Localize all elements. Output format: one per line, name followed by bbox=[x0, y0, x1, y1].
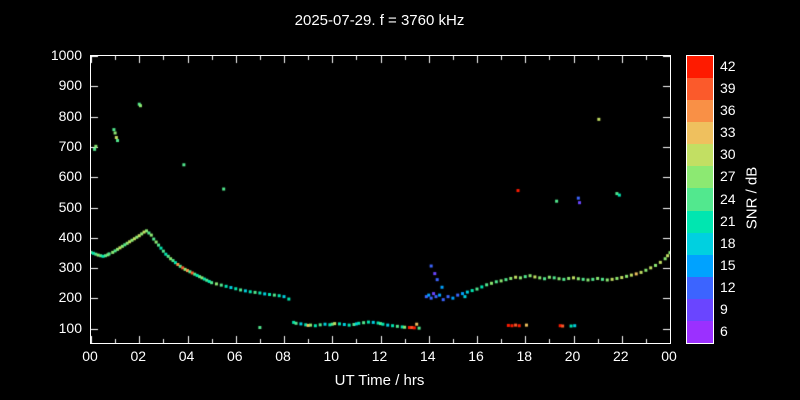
x-tick-label: 18 bbox=[516, 348, 533, 364]
y-tick-label: 1000 bbox=[50, 47, 82, 63]
colorbar-tick-label: 27 bbox=[720, 168, 736, 185]
colorbar-band bbox=[687, 78, 713, 101]
colorbar-band bbox=[687, 166, 713, 189]
x-tick-label: 02 bbox=[130, 348, 147, 364]
x-tick-label: 20 bbox=[564, 348, 581, 364]
colorbar-band bbox=[687, 320, 713, 344]
y-tick-label: 800 bbox=[58, 107, 82, 124]
y-tick-label: 400 bbox=[58, 228, 82, 245]
colorbar-tick-label: 24 bbox=[720, 190, 736, 207]
colorbar-tick-label: 21 bbox=[720, 212, 736, 229]
colorbar-band bbox=[687, 232, 713, 255]
colorbar-tick-label: 39 bbox=[720, 80, 736, 97]
y-tick-label: 600 bbox=[58, 168, 82, 185]
x-tick-label: 10 bbox=[323, 348, 340, 364]
colorbar-band bbox=[687, 210, 713, 233]
snr-colorbar bbox=[686, 55, 714, 344]
x-tick-label: 14 bbox=[419, 348, 436, 364]
colorbar-band bbox=[687, 100, 713, 123]
colorbar-tick-label: 42 bbox=[720, 58, 736, 75]
colorbar-tick-label: 9 bbox=[720, 300, 728, 317]
x-tick-label: 06 bbox=[226, 348, 243, 364]
y-tick-label: 900 bbox=[58, 77, 82, 94]
x-tick-label: 22 bbox=[612, 348, 629, 364]
y-tick-label: 100 bbox=[58, 319, 82, 336]
x-tick-label: 04 bbox=[178, 348, 195, 364]
colorbar-tick-label: 36 bbox=[720, 102, 736, 119]
colorbar-tick-label: 12 bbox=[720, 278, 736, 295]
x-tick-label: 12 bbox=[371, 348, 388, 364]
colorbar-band bbox=[687, 254, 713, 277]
x-tick-label: 16 bbox=[468, 348, 484, 364]
colorbar-band bbox=[687, 56, 713, 79]
colorbar-band bbox=[687, 276, 713, 299]
y-tick-label: 200 bbox=[58, 289, 82, 306]
x-axis-label: UT Time / hrs bbox=[334, 372, 425, 389]
colorbar-band bbox=[687, 144, 713, 167]
y-tick-label: 700 bbox=[58, 137, 82, 154]
colorbar-tick-label: 18 bbox=[720, 234, 736, 251]
scatter-canvas bbox=[91, 56, 670, 343]
chart-title: 2025-07-29. f = 3760 kHz bbox=[294, 12, 465, 29]
colorbar-tick-label: 6 bbox=[720, 322, 728, 339]
colorbar-label: SNR / dB bbox=[743, 166, 761, 230]
colorbar-band bbox=[687, 298, 713, 321]
y-tick-label: 500 bbox=[58, 198, 82, 215]
x-tick-label: 08 bbox=[275, 348, 291, 364]
colorbar-tick-label: 15 bbox=[720, 256, 736, 273]
y-tick-label: 300 bbox=[58, 259, 82, 276]
x-tick-label: 00 bbox=[661, 348, 677, 364]
colorbar-tick-label: 33 bbox=[720, 124, 736, 141]
colorbar-band bbox=[687, 122, 713, 145]
x-tick-label: 00 bbox=[82, 348, 98, 364]
colorbar-tick-label: 30 bbox=[720, 146, 736, 163]
colorbar-band bbox=[687, 188, 713, 211]
plot-area bbox=[90, 55, 671, 344]
